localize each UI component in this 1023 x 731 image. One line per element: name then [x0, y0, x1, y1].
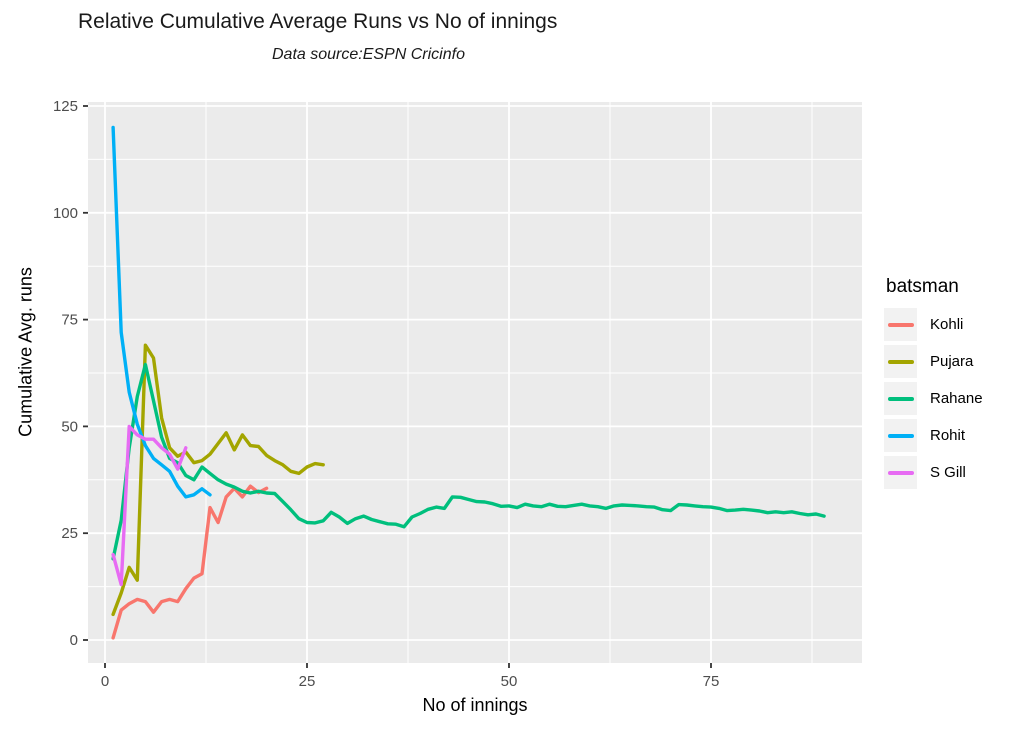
legend-key-box	[884, 419, 917, 452]
series-line-s-gill	[111, 424, 188, 587]
series-line-rahane	[111, 362, 826, 561]
legend-label: Rahane	[930, 390, 983, 407]
y-tick-label: 0	[70, 632, 78, 649]
legend-key-box	[884, 308, 917, 341]
legend-item: Rahane	[884, 382, 983, 415]
series-line-kohli	[111, 484, 269, 640]
y-tick-label: 25	[61, 525, 78, 542]
legend-item: Kohli	[884, 308, 983, 341]
x-tick-label: 75	[703, 673, 720, 690]
legend-line-icon	[887, 433, 914, 438]
legend-label: Rohit	[930, 427, 966, 444]
legend-line-icon	[887, 470, 914, 475]
legend-line-icon	[887, 359, 914, 364]
legend-key-box	[884, 382, 917, 415]
panel-background	[88, 102, 862, 663]
x-axis-title: No of innings	[422, 695, 528, 715]
series-line-pujara	[111, 343, 325, 617]
y-axis-title: Cumulative Avg. runs	[15, 267, 36, 437]
legend-line-icon	[887, 396, 914, 401]
y-tick-label: 100	[53, 205, 78, 222]
x-tick-label: 25	[299, 673, 316, 690]
legend-title: batsman	[886, 276, 959, 297]
y-tick-label: 75	[61, 312, 78, 329]
legend-item: Pujara	[884, 345, 983, 378]
legend-item: S Gill	[884, 456, 983, 489]
plot-subtitle: Data source:ESPN Cricinfo	[272, 46, 465, 63]
x-tick-label: 0	[101, 673, 109, 690]
y-tick-label: 50	[61, 418, 78, 435]
y-tick-label: 125	[53, 98, 78, 115]
legend-key-box	[884, 456, 917, 489]
legend-label: Pujara	[930, 353, 974, 370]
legend-label: S Gill	[930, 464, 966, 481]
legend-label: Kohli	[930, 316, 964, 333]
legend-item: Rohit	[884, 419, 983, 452]
legend-line-icon	[887, 322, 914, 327]
series-line-rohit	[111, 125, 212, 499]
plot-title: Relative Cumulative Average Runs vs No o…	[78, 10, 558, 33]
x-tick-label: 50	[501, 673, 518, 690]
legend-key-box	[884, 345, 917, 378]
legend: batsman Kohli Pujara Rahane Rohit S Gill	[884, 276, 983, 493]
